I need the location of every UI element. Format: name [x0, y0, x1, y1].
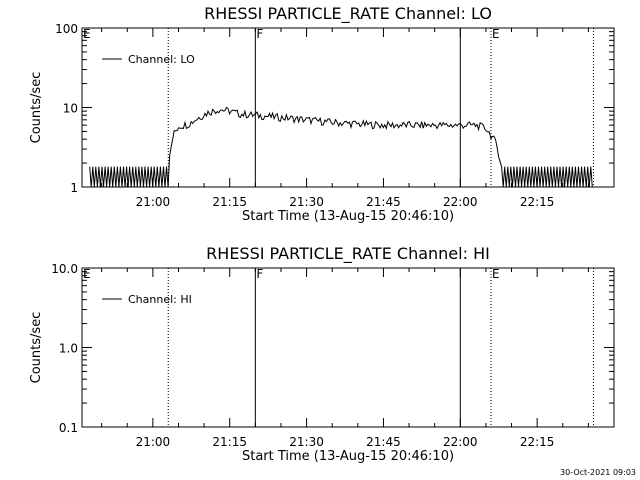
x-tick-label: 21:30 [289, 435, 324, 449]
marker-label: F [256, 267, 263, 281]
x-axis-label: Start Time (13-Aug-15 20:46:10) [242, 449, 454, 464]
marker-label: F [256, 27, 263, 41]
y-tick-label: 0.1 [59, 421, 78, 435]
plot-frame [81, 267, 615, 428]
y-tick-label: 10 [63, 102, 78, 116]
x-tick-label: 21:15 [212, 435, 247, 449]
plot-frame [81, 27, 615, 188]
series-line-0 [89, 106, 593, 188]
y-tick-label: 1 [70, 181, 78, 195]
x-tick-label: 22:15 [520, 195, 555, 209]
marker-label: E [492, 267, 500, 281]
x-tick-label: 22:15 [520, 435, 555, 449]
chart-panel-lo: RHESSI PARTICLE_RATE Channel: LO 1 10 100 21… [29, 4, 615, 224]
marker-label: E [83, 27, 91, 41]
x-tick-label: 21:45 [366, 435, 401, 449]
y-tick-label: 10.0 [51, 262, 78, 276]
x-tick-label: 22:00 [443, 435, 478, 449]
chart-title: RHESSI PARTICLE_RATE Channel: LO [204, 4, 492, 24]
x-tick-label: 21:00 [136, 195, 171, 209]
y-axis-label: Counts/sec [29, 72, 44, 144]
x-axis-label: Start Time (13-Aug-15 20:46:10) [242, 209, 454, 224]
marker-label: E [83, 267, 91, 281]
x-tick-label: 21:00 [136, 435, 171, 449]
y-tick-label: 100 [55, 22, 78, 36]
x-tick-label: 21:15 [212, 195, 247, 209]
y-axis-label: Counts/sec [29, 312, 44, 384]
legend-label: Channel: LO [128, 53, 195, 66]
footer-timestamp: 30-Oct-2021 09:03 [560, 468, 636, 477]
y-tick-label: 1.0 [59, 342, 78, 356]
x-tick-label: 21:45 [366, 195, 401, 209]
x-tick-label: 21:30 [289, 195, 324, 209]
chart-title: RHESSI PARTICLE_RATE Channel: HI [206, 244, 490, 264]
x-tick-label: 22:00 [443, 195, 478, 209]
chart-panel-hi: RHESSI PARTICLE_RATE Channel: HI 0.1 1.0 10… [29, 244, 615, 464]
marker-label: E [492, 27, 500, 41]
legend-label: Channel: HI [128, 293, 192, 306]
